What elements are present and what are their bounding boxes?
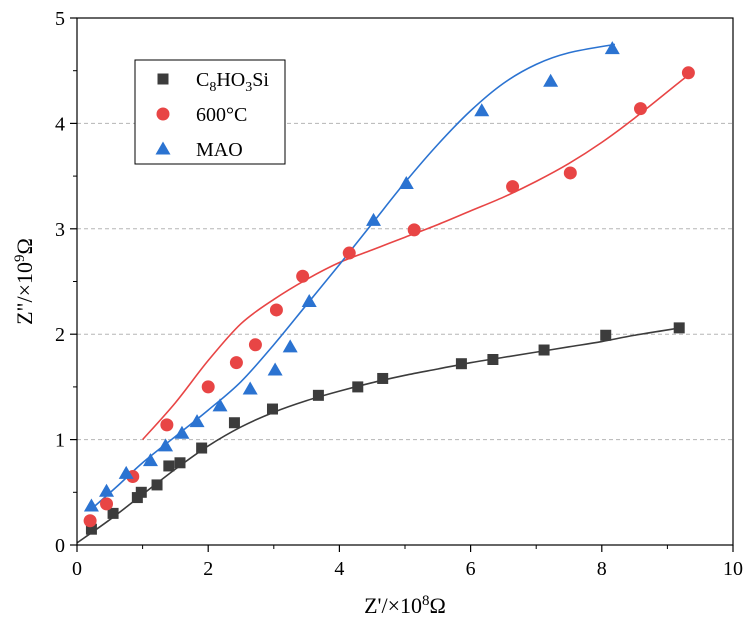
point-triangle-6 — [189, 414, 205, 428]
point-square-9 — [266, 403, 278, 415]
point-triangle-10 — [282, 339, 298, 353]
point-circle-6 — [248, 338, 262, 352]
legend-marker-circle — [156, 107, 170, 121]
point-square-3 — [135, 486, 147, 498]
legend-label-triangle: MAO — [196, 139, 243, 161]
x-tick-label: 0 — [72, 558, 82, 580]
legend-marker-square — [157, 73, 169, 85]
data-points — [83, 41, 695, 535]
gridlines — [77, 122, 733, 441]
y-tick-label: 2 — [55, 324, 65, 346]
point-triangle-16 — [604, 41, 620, 55]
point-triangle-8 — [242, 381, 258, 395]
x-tick-label: 8 — [597, 558, 607, 580]
point-square-0 — [85, 523, 97, 535]
point-triangle-15 — [543, 73, 559, 87]
point-square-16 — [600, 329, 612, 341]
axis-ticks: 0 2 4 6 8 10 0 1 2 3 4 5 — [55, 8, 743, 580]
point-circle-10 — [407, 223, 421, 237]
point-circle-7 — [269, 303, 283, 317]
x-tick-label: 2 — [203, 558, 213, 580]
point-triangle-5 — [174, 425, 190, 439]
legend-label-circle: 600°C — [196, 104, 247, 126]
point-triangle-9 — [267, 362, 283, 376]
point-triangle-7 — [212, 398, 228, 412]
point-triangle-14 — [474, 103, 490, 117]
point-triangle-2 — [118, 465, 134, 479]
point-circle-4 — [201, 380, 215, 394]
x-tick-label: 10 — [723, 558, 743, 580]
point-square-13 — [455, 358, 467, 370]
x-tick-label: 6 — [466, 558, 476, 580]
point-circle-9 — [342, 246, 356, 260]
point-circle-13 — [634, 102, 648, 116]
legend-label-square: C8HO3Si — [196, 69, 269, 95]
point-circle-3 — [160, 418, 174, 432]
point-square-11 — [352, 381, 364, 393]
y-axis-label: Z"/×109Ω — [12, 238, 37, 325]
point-triangle-1 — [99, 483, 115, 497]
point-triangle-11 — [301, 294, 317, 308]
y-tick-label: 5 — [55, 8, 65, 30]
series-circle — [83, 66, 695, 528]
y-tick-label: 4 — [55, 113, 65, 135]
point-square-1 — [107, 507, 119, 519]
point-circle-5 — [229, 356, 243, 370]
fit-curve-square — [76, 327, 681, 544]
y-tick-label: 0 — [55, 535, 65, 557]
point-square-5 — [163, 460, 175, 472]
point-square-7 — [196, 442, 208, 454]
point-square-14 — [487, 353, 499, 365]
point-triangle-0 — [83, 498, 99, 512]
x-tick-label: 4 — [334, 558, 344, 580]
point-square-17 — [673, 322, 685, 334]
legend-marker-triangle — [155, 141, 171, 155]
point-square-8 — [228, 417, 240, 429]
point-square-6 — [174, 457, 186, 469]
series-triangle — [83, 41, 620, 512]
point-circle-14 — [681, 66, 695, 80]
point-triangle-4 — [158, 438, 174, 452]
x-axis-label: Z'/×108Ω — [364, 593, 446, 618]
point-triangle-13 — [398, 175, 414, 189]
point-circle-11 — [506, 180, 520, 194]
y-tick-label: 3 — [55, 219, 65, 241]
point-circle-12 — [563, 166, 577, 180]
point-square-10 — [312, 389, 324, 401]
point-triangle-12 — [366, 212, 382, 226]
point-square-4 — [151, 479, 163, 491]
point-circle-1 — [100, 497, 114, 511]
point-triangle-3 — [142, 453, 158, 467]
fit-curve-circle — [142, 75, 688, 441]
point-square-12 — [377, 372, 389, 384]
y-tick-label: 1 — [55, 430, 65, 452]
point-circle-0 — [83, 514, 97, 528]
point-circle-8 — [296, 269, 310, 283]
point-square-15 — [538, 344, 550, 356]
series-square — [85, 322, 685, 535]
legend: C8HO3Si 600°C MAO — [134, 59, 286, 165]
